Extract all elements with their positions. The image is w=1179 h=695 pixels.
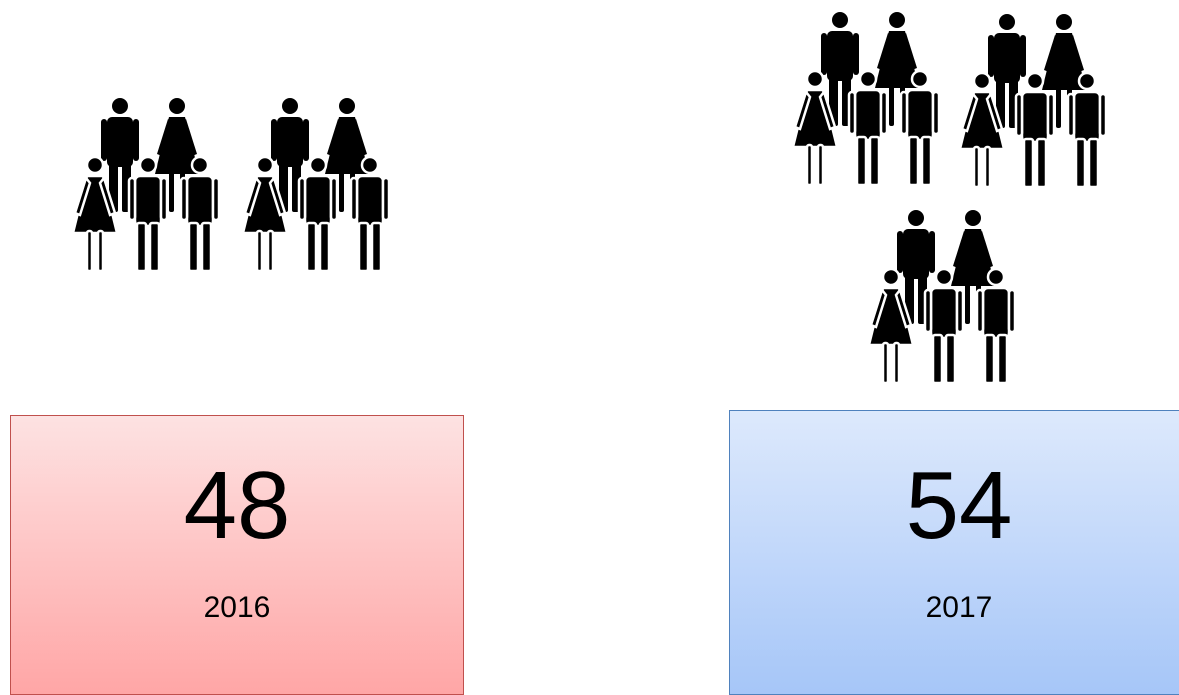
people-group	[243, 98, 389, 271]
panel-value: 48	[183, 452, 291, 559]
panel-value: 54	[905, 452, 1013, 559]
people-group	[793, 12, 939, 185]
people-group	[960, 14, 1106, 187]
panel-2016: 48 2016	[10, 415, 464, 695]
people-group	[869, 210, 1015, 383]
panel-year: 2016	[203, 591, 271, 624]
panel-2017: 54 2017	[729, 410, 1179, 695]
panel-year: 2017	[925, 591, 993, 624]
people-group	[73, 98, 219, 271]
people-icons	[0, 0, 1179, 410]
